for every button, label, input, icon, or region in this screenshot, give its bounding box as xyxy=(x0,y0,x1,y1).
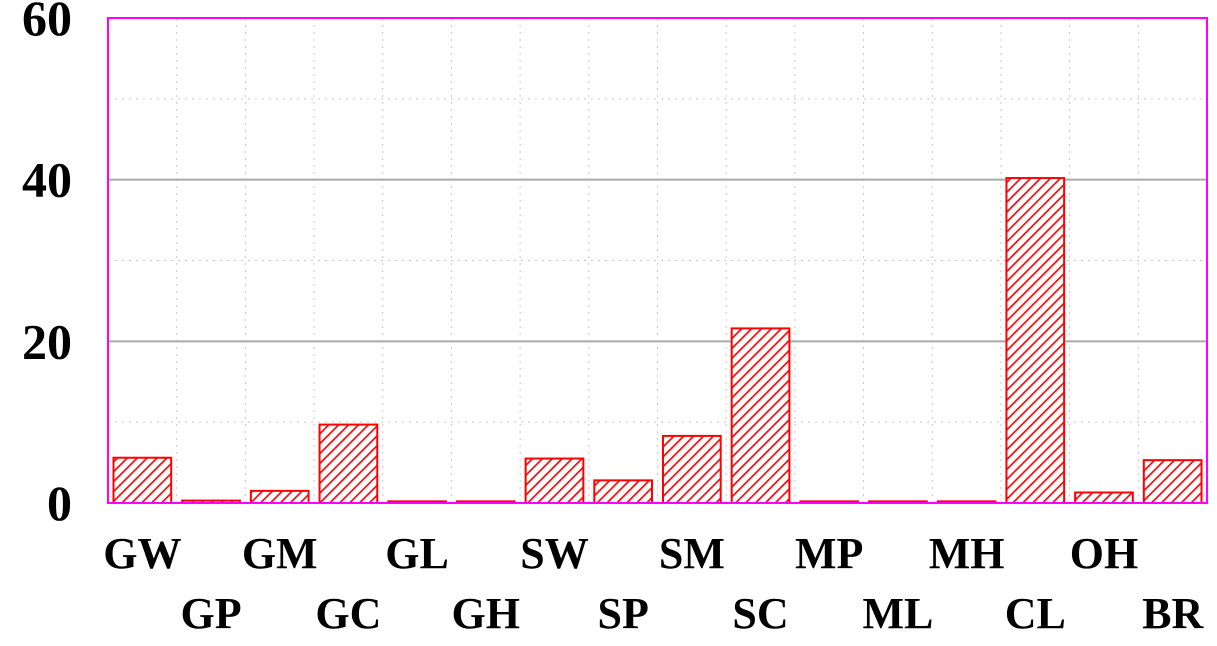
x-tick-label-gw: GW xyxy=(103,529,181,578)
x-tick-label-gp: GP xyxy=(180,589,241,638)
x-tick-label-sm: SM xyxy=(659,529,725,578)
x-tick-label-sw: SW xyxy=(520,529,588,578)
bar-sw xyxy=(524,457,585,504)
x-tick-label-sc: SC xyxy=(732,589,788,638)
bar-gw xyxy=(112,456,173,505)
bar-sp xyxy=(593,479,654,505)
bar-br xyxy=(1142,459,1203,504)
bar-gm xyxy=(249,489,310,504)
x-tick-label-sp: SP xyxy=(597,589,648,638)
x-tick-label-cl: CL xyxy=(1005,589,1066,638)
bar-gc xyxy=(318,423,379,505)
x-tick-label-oh: OH xyxy=(1070,529,1138,578)
x-tick-label-gl: GL xyxy=(385,529,449,578)
y-tick-label: 0 xyxy=(47,475,72,531)
x-tick-label-gc: GC xyxy=(315,589,381,638)
y-tick-label: 20 xyxy=(22,313,72,369)
x-tick-label-br: BR xyxy=(1142,589,1204,638)
y-tick-label: 40 xyxy=(22,152,72,208)
bar-sm xyxy=(661,434,722,504)
x-tick-label-gm: GM xyxy=(242,529,318,578)
y-tick-label: 60 xyxy=(22,0,72,46)
bar-cl xyxy=(1005,177,1066,505)
plot-border xyxy=(107,17,1208,504)
bar-sc xyxy=(730,327,791,504)
x-tick-label-gh: GH xyxy=(452,589,520,638)
bar-oh xyxy=(1074,491,1134,505)
y-tick-labels: 0 20 40 60 xyxy=(22,0,72,531)
x-tick-label-mp: MP xyxy=(795,529,863,578)
x-tick-label-ml: ML xyxy=(862,589,933,638)
x-tick-label-mh: MH xyxy=(929,529,1005,578)
